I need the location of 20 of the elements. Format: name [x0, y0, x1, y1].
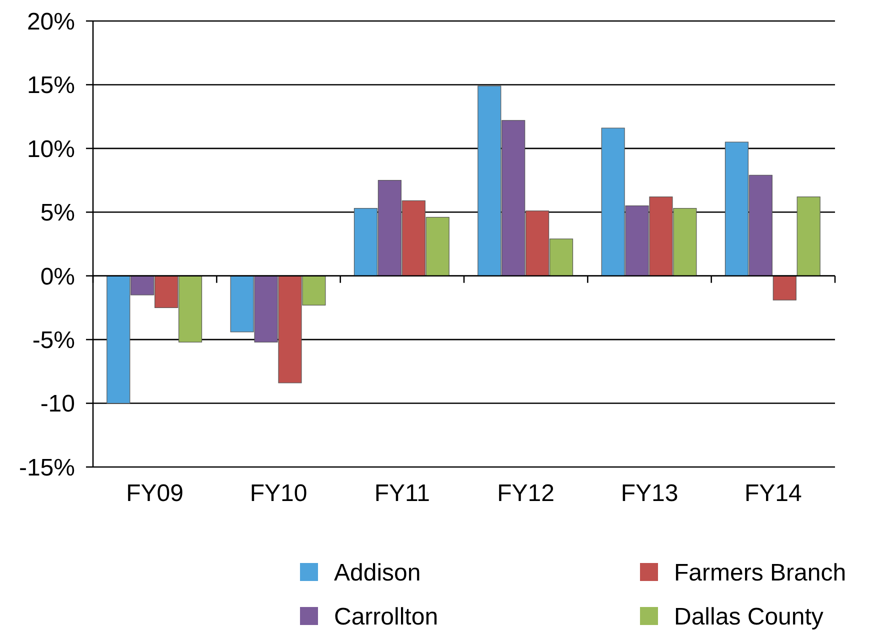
- y-tick-label: 20%: [26, 8, 75, 36]
- legend-label: Carrollton: [334, 603, 438, 630]
- bar: [796, 196, 820, 276]
- y-tick-label: 10%: [26, 136, 75, 163]
- y-tick-label: -5%: [32, 326, 75, 354]
- y-tick-label: -15%: [18, 454, 75, 482]
- x-tick-label: FY13: [620, 480, 678, 507]
- x-tick-label: FY14: [744, 480, 802, 507]
- bar: [772, 276, 796, 300]
- y-tick-label: 5%: [40, 200, 75, 227]
- x-tick-label: FY10: [250, 480, 308, 507]
- x-tick-label: FY09: [126, 480, 184, 507]
- y-tick-label: 0%: [40, 263, 75, 290]
- x-tick-label: FY12: [497, 480, 555, 507]
- y-tick-label: 15%: [26, 72, 75, 100]
- x-tick-label: FY11: [374, 480, 430, 507]
- legend-label: Farmers Branch: [674, 559, 846, 586]
- y-tick-label: -10: [40, 390, 75, 418]
- legend-label: Addison: [334, 559, 421, 586]
- legend-label: Dallas County: [674, 603, 824, 630]
